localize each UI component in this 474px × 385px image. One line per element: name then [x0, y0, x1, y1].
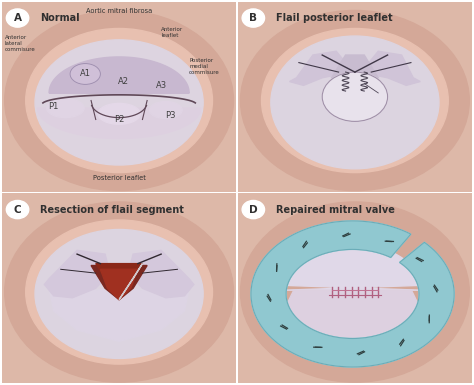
Text: C: C [14, 204, 21, 214]
Ellipse shape [5, 10, 234, 191]
Text: Flail posterior leaflet: Flail posterior leaflet [275, 13, 392, 23]
Polygon shape [49, 57, 189, 93]
Ellipse shape [26, 28, 212, 172]
Text: P2: P2 [114, 115, 124, 124]
Text: Normal: Normal [40, 13, 79, 23]
Text: Anterior
lateral
commisure: Anterior lateral commisure [5, 35, 36, 52]
Polygon shape [288, 290, 417, 340]
Polygon shape [96, 264, 143, 300]
Ellipse shape [240, 202, 469, 382]
Ellipse shape [271, 36, 439, 169]
Text: A: A [14, 13, 21, 23]
Polygon shape [37, 108, 201, 139]
Ellipse shape [26, 220, 212, 364]
Text: Posterior
medial
commisure: Posterior medial commisure [189, 58, 220, 75]
Text: Repaired mitral valve: Repaired mitral valve [275, 204, 394, 214]
Text: P1: P1 [48, 102, 59, 111]
Text: A3: A3 [155, 81, 167, 90]
Ellipse shape [240, 10, 469, 191]
Ellipse shape [98, 104, 140, 124]
Text: P3: P3 [165, 111, 176, 120]
Polygon shape [290, 51, 346, 85]
Ellipse shape [35, 229, 203, 358]
Text: Resection of flail segment: Resection of flail segment [40, 204, 183, 214]
Ellipse shape [5, 202, 234, 382]
Polygon shape [100, 269, 138, 300]
Circle shape [242, 201, 264, 219]
Text: Posterior leaflet: Posterior leaflet [92, 175, 146, 181]
Polygon shape [91, 266, 147, 300]
Polygon shape [282, 244, 423, 290]
Polygon shape [251, 221, 454, 367]
Text: Aortic mitral fibrosa: Aortic mitral fibrosa [86, 8, 152, 13]
Ellipse shape [47, 99, 84, 117]
Ellipse shape [262, 28, 448, 172]
Polygon shape [331, 55, 378, 82]
Ellipse shape [322, 72, 388, 121]
Polygon shape [49, 288, 189, 341]
Polygon shape [128, 250, 194, 298]
Polygon shape [45, 250, 110, 298]
Text: Anterior
leaflet: Anterior leaflet [161, 27, 183, 38]
Circle shape [6, 201, 29, 219]
Text: A2: A2 [118, 77, 129, 86]
Ellipse shape [149, 102, 182, 119]
Ellipse shape [35, 40, 203, 165]
Polygon shape [119, 264, 143, 300]
Text: B: B [249, 13, 257, 23]
Text: A1: A1 [80, 69, 91, 79]
Polygon shape [369, 51, 420, 85]
Ellipse shape [70, 64, 100, 84]
Text: D: D [249, 204, 258, 214]
Circle shape [242, 9, 264, 27]
Circle shape [6, 9, 29, 27]
